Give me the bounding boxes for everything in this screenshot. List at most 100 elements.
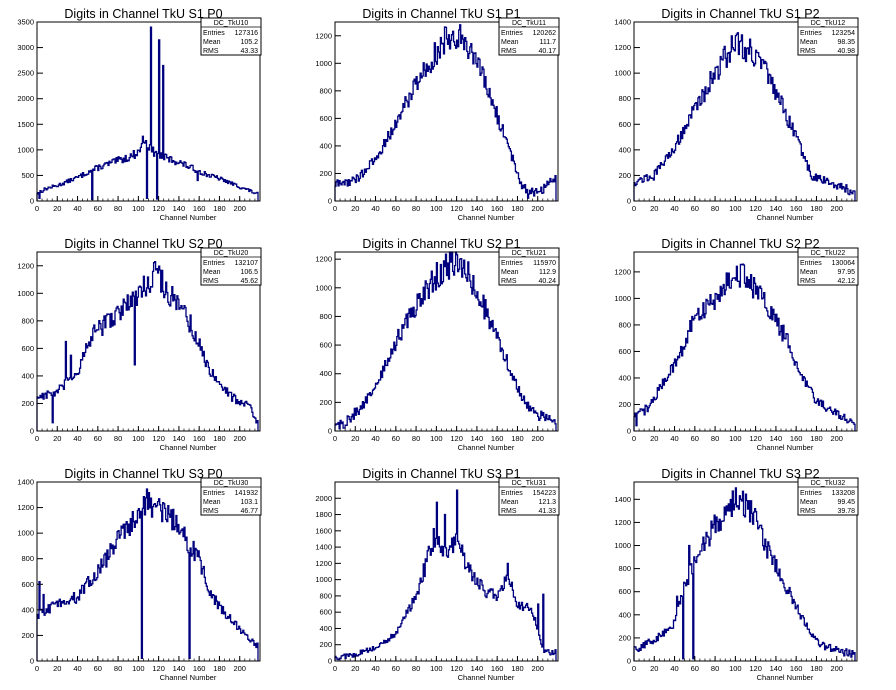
y-tick-label: 600 — [618, 120, 631, 129]
stats-name: DC_TkU21 — [512, 250, 547, 257]
stats-label: Mean — [203, 499, 221, 506]
x-tick-label: 20 — [53, 434, 61, 443]
x-tick-label: 200 — [830, 664, 843, 673]
x-tick-label: 0 — [333, 204, 337, 213]
y-tick-label: 800 — [319, 86, 332, 95]
y-tick-label: 1500 — [17, 120, 34, 129]
histogram-pad-9: Digits in Channel TkU S3 P2 0 20 40 60 80 100 1… — [614, 467, 859, 682]
stats-label: Entries — [501, 260, 523, 267]
x-tick-label: 140 — [471, 434, 484, 443]
y-tick-label: 0 — [328, 657, 332, 666]
stats-box — [498, 247, 560, 286]
histogram-pad-4: Digits in Channel TkU S2 P0 0 20 40 60 80 100 1… — [17, 237, 262, 452]
stats-name: DC_TkU32 — [811, 480, 846, 487]
stats-name: DC_TkU11 — [512, 20, 546, 27]
stats-label: Mean — [800, 499, 818, 506]
stats-value: 132107 — [235, 260, 258, 267]
stats-label: RMS — [203, 508, 219, 515]
histogram-pad-3: Digits in Channel TkU S1 P2 0 20 40 60 80 100 1… — [614, 7, 859, 222]
y-tick-label: 1000 — [614, 541, 631, 550]
stats-box — [498, 477, 560, 516]
x-tick-label: 60 — [94, 434, 102, 443]
x-tick-label: 160 — [491, 434, 504, 443]
y-tick-label: 1200 — [614, 267, 631, 276]
x-tick-label: 180 — [810, 664, 823, 673]
stats-label: RMS — [203, 48, 219, 55]
y-tick-label: 1000 — [315, 283, 332, 292]
y-tick-label: 600 — [319, 114, 332, 123]
x-tick-label: 120 — [749, 664, 762, 673]
histogram-line — [334, 251, 557, 431]
x-axis-label: Channel Number — [757, 443, 814, 452]
y-tick-label: 400 — [21, 371, 34, 380]
x-tick-label: 160 — [790, 434, 803, 443]
y-tick-label: 1200 — [17, 503, 34, 512]
x-tick-label: 140 — [770, 204, 783, 213]
x-tick-label: 60 — [691, 204, 699, 213]
stats-label: Entries — [800, 490, 822, 497]
x-tick-label: 140 — [173, 204, 186, 213]
y-tick-label: 800 — [618, 564, 631, 573]
x-tick-label: 160 — [790, 204, 803, 213]
y-tick-label: 0 — [30, 657, 34, 666]
x-tick-label: 60 — [691, 664, 699, 673]
x-tick-label: 100 — [729, 434, 742, 443]
stats-value: 154223 — [533, 490, 556, 497]
stats-label: Mean — [203, 39, 221, 46]
stats-box — [797, 247, 859, 286]
y-tick-label: 1200 — [315, 31, 332, 40]
stats-value: 43.33 — [240, 48, 258, 55]
histogram-pad-6: Digits in Channel TkU S2 P2 0 20 40 60 80 100 1… — [614, 237, 859, 452]
y-tick-label: 1000 — [315, 575, 332, 584]
stats-value: 121.3 — [538, 499, 556, 506]
x-tick-label: 140 — [471, 664, 484, 673]
histogram-line — [633, 32, 856, 201]
x-tick-label: 180 — [213, 434, 226, 443]
stats-value: 111.7 — [540, 39, 557, 46]
y-tick-label: 0 — [328, 427, 332, 436]
y-tick-label: 1000 — [614, 294, 631, 303]
x-tick-label: 80 — [114, 204, 122, 213]
x-tick-label: 60 — [392, 664, 400, 673]
stats-value: 115970 — [533, 260, 556, 267]
x-tick-label: 100 — [430, 664, 443, 673]
y-tick-label: 0 — [328, 197, 332, 206]
x-tick-label: 0 — [632, 204, 636, 213]
x-tick-label: 20 — [650, 434, 658, 443]
x-tick-label: 180 — [213, 664, 226, 673]
x-tick-label: 140 — [770, 434, 783, 443]
x-tick-label: 140 — [173, 664, 186, 673]
y-tick-label: 2500 — [17, 69, 34, 78]
y-tick-label: 3500 — [17, 18, 34, 27]
x-tick-label: 40 — [371, 204, 379, 213]
histogram-line — [36, 260, 259, 431]
x-tick-label: 40 — [670, 664, 678, 673]
stats-label: Entries — [203, 490, 225, 497]
stats-label: Mean — [501, 269, 519, 276]
x-tick-label: 40 — [670, 204, 678, 213]
y-tick-label: 800 — [618, 320, 631, 329]
y-tick-label: 1400 — [614, 18, 631, 27]
y-tick-label: 400 — [618, 610, 631, 619]
x-axis-label: Channel Number — [458, 673, 515, 682]
stats-value: 105.2 — [240, 39, 258, 46]
histogram-pad-1: Digits in Channel TkU S1 P0 0 20 40 60 80 100 1… — [17, 7, 262, 222]
stats-label: Entries — [203, 260, 225, 267]
x-tick-label: 60 — [94, 664, 102, 673]
x-axis-label: Channel Number — [458, 213, 515, 222]
chart-title: Digits in Channel TkU S2 P2 — [661, 237, 819, 251]
stats-value: 133208 — [832, 490, 855, 497]
x-tick-label: 100 — [729, 204, 742, 213]
stats-box — [797, 17, 859, 56]
x-tick-label: 140 — [471, 204, 484, 213]
x-tick-label: 120 — [749, 434, 762, 443]
x-tick-label: 200 — [531, 204, 544, 213]
y-tick-label: 1000 — [17, 529, 34, 538]
stats-label: Mean — [800, 269, 818, 276]
stats-value: 40.17 — [538, 48, 556, 55]
x-tick-label: 120 — [152, 664, 165, 673]
y-tick-label: 200 — [21, 631, 34, 640]
x-tick-label: 40 — [371, 434, 379, 443]
y-tick-label: 600 — [618, 347, 631, 356]
stats-value: 112.9 — [539, 269, 556, 276]
